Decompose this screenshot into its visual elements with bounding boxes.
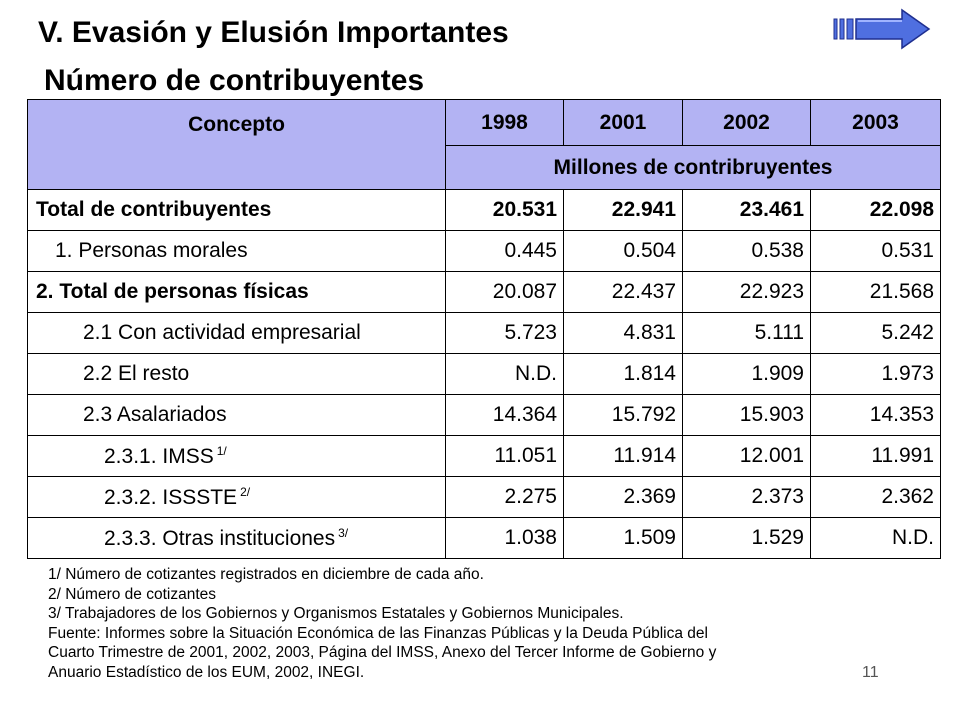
footnote-marker: 2/	[240, 484, 251, 499]
cell-value: 14.364	[445, 394, 564, 436]
cell-value: 2.369	[563, 476, 683, 518]
cell-value: 20.087	[445, 271, 564, 313]
cell-value: 22.941	[563, 189, 683, 231]
cell-value: 1.529	[682, 517, 811, 559]
cell-value: 2.362	[810, 476, 941, 518]
row-label: Total de contribuyentes	[27, 189, 446, 231]
cell-value: 22.923	[682, 271, 811, 313]
header-year-2003: 2003	[810, 99, 941, 146]
contributors-table: Concepto 1998 2001 2002 2003 Millones de…	[27, 99, 941, 559]
cell-value: N.D.	[445, 353, 564, 395]
row-label: 2.2 El resto	[27, 353, 446, 395]
slide-title: V. Evasión y Elusión Importantes	[38, 16, 509, 49]
cell-value: 1.973	[810, 353, 941, 395]
cell-value: 14.353	[810, 394, 941, 436]
cell-value: 5.723	[445, 312, 564, 354]
cell-value: 11.991	[810, 435, 941, 477]
source-line-2: Cuarto Trimestre de 2001, 2002, 2003, Pá…	[48, 644, 717, 661]
cell-value: 5.111	[682, 312, 811, 354]
cell-value: 11.051	[445, 435, 564, 477]
footnotes: 1/ Número de cotizantes registrados en d…	[48, 565, 928, 682]
cell-value: 22.437	[563, 271, 683, 313]
row-label: 2.3 Asalariados	[27, 394, 446, 436]
row-label: 2. Total de personas físicas	[27, 271, 446, 313]
cell-value: 20.531	[445, 189, 564, 231]
table-units-row: Millones de contribruyentes	[28, 145, 941, 190]
forward-arrow-icon[interactable]	[832, 8, 932, 50]
cell-value: 2.373	[682, 476, 811, 518]
table-row: 2. Total de personas físicas 20.087 22.4…	[27, 271, 941, 313]
cell-value: 15.903	[682, 394, 811, 436]
slide-subtitle: Número de contribuyentes	[44, 64, 425, 97]
source-line-3: Anuario Estadístico de los EUM, 2002, IN…	[48, 663, 365, 681]
footnote-1: 1/ Número de cotizantes registrados en d…	[48, 566, 484, 583]
header-units: Millones de contribruyentes	[445, 145, 941, 190]
cell-value: 0.538	[682, 230, 811, 272]
cell-value: 1.909	[682, 353, 811, 395]
row-label-text: 2.3.1. IMSS	[104, 444, 214, 468]
table-row: 1. Personas morales 0.445 0.504 0.538 0.…	[27, 230, 941, 272]
cell-value: 22.098	[810, 189, 941, 231]
footnote-marker: 1/	[216, 443, 227, 458]
cell-value: 1.814	[563, 353, 683, 395]
cell-value: 0.531	[810, 230, 941, 272]
table-row: 2.3.1. IMSS 1/ 11.051 11.914 12.001 11.99…	[27, 435, 941, 477]
cell-value: 1.509	[563, 517, 683, 559]
page-number: 11	[862, 664, 879, 681]
row-label: 2.3.2. ISSSTE 2/	[27, 476, 446, 518]
table-row: Total de contribuyentes 20.531 22.941 23…	[27, 189, 941, 231]
row-label: 2.3.1. IMSS 1/	[27, 435, 446, 477]
row-label-text: 2.3.3. Otras instituciones	[104, 526, 336, 550]
table-row: 2.2 El resto N.D. 1.814 1.909 1.973	[27, 353, 941, 395]
cell-value: 15.792	[563, 394, 683, 436]
header-year-1998: 1998	[445, 99, 564, 146]
header-year-2002: 2002	[682, 99, 811, 146]
row-label: 2.3.3. Otras instituciones 3/	[27, 517, 446, 559]
cell-value: 21.568	[810, 271, 941, 313]
table-row: 2.3 Asalariados 14.364 15.792 15.903 14.…	[27, 394, 941, 436]
table-row: 2.3.2. ISSSTE 2/ 2.275 2.369 2.373 2.362	[27, 476, 941, 518]
cell-value: 2.275	[445, 476, 564, 518]
source-line-1: Fuente: Informes sobre la Situación Econ…	[48, 624, 708, 642]
footnote-marker: 3/	[338, 525, 349, 540]
cell-value: 0.504	[563, 230, 683, 272]
table-row: 2.3.3. Otras instituciones 3/ 1.038 1.509…	[27, 517, 941, 559]
cell-value: 23.461	[682, 189, 811, 231]
cell-value: 4.831	[563, 312, 683, 354]
cell-value: 1.038	[445, 517, 564, 559]
footnote-2: 2/ Número de cotizantes	[48, 585, 217, 603]
cell-value: 0.445	[445, 230, 564, 272]
cell-value: 11.914	[563, 435, 683, 477]
cell-value: 12.001	[682, 435, 811, 477]
row-label-text: 2.3.2. ISSSTE	[104, 485, 238, 509]
table-row: 2.1 Con actividad empresarial 5.723 4.83…	[27, 312, 941, 354]
footnote-3: 3/ Trabajadores de los Gobiernos y Organ…	[48, 605, 624, 622]
cell-value: 5.242	[810, 312, 941, 354]
cell-value: N.D.	[810, 517, 941, 559]
header-year-2001: 2001	[563, 99, 683, 146]
row-label: 2.1 Con actividad empresarial	[27, 312, 446, 354]
header-concept: Concepto	[27, 99, 446, 190]
table-header-row: Concepto 1998 2001 2002 2003	[27, 99, 941, 190]
row-label: 1. Personas morales	[27, 230, 446, 272]
